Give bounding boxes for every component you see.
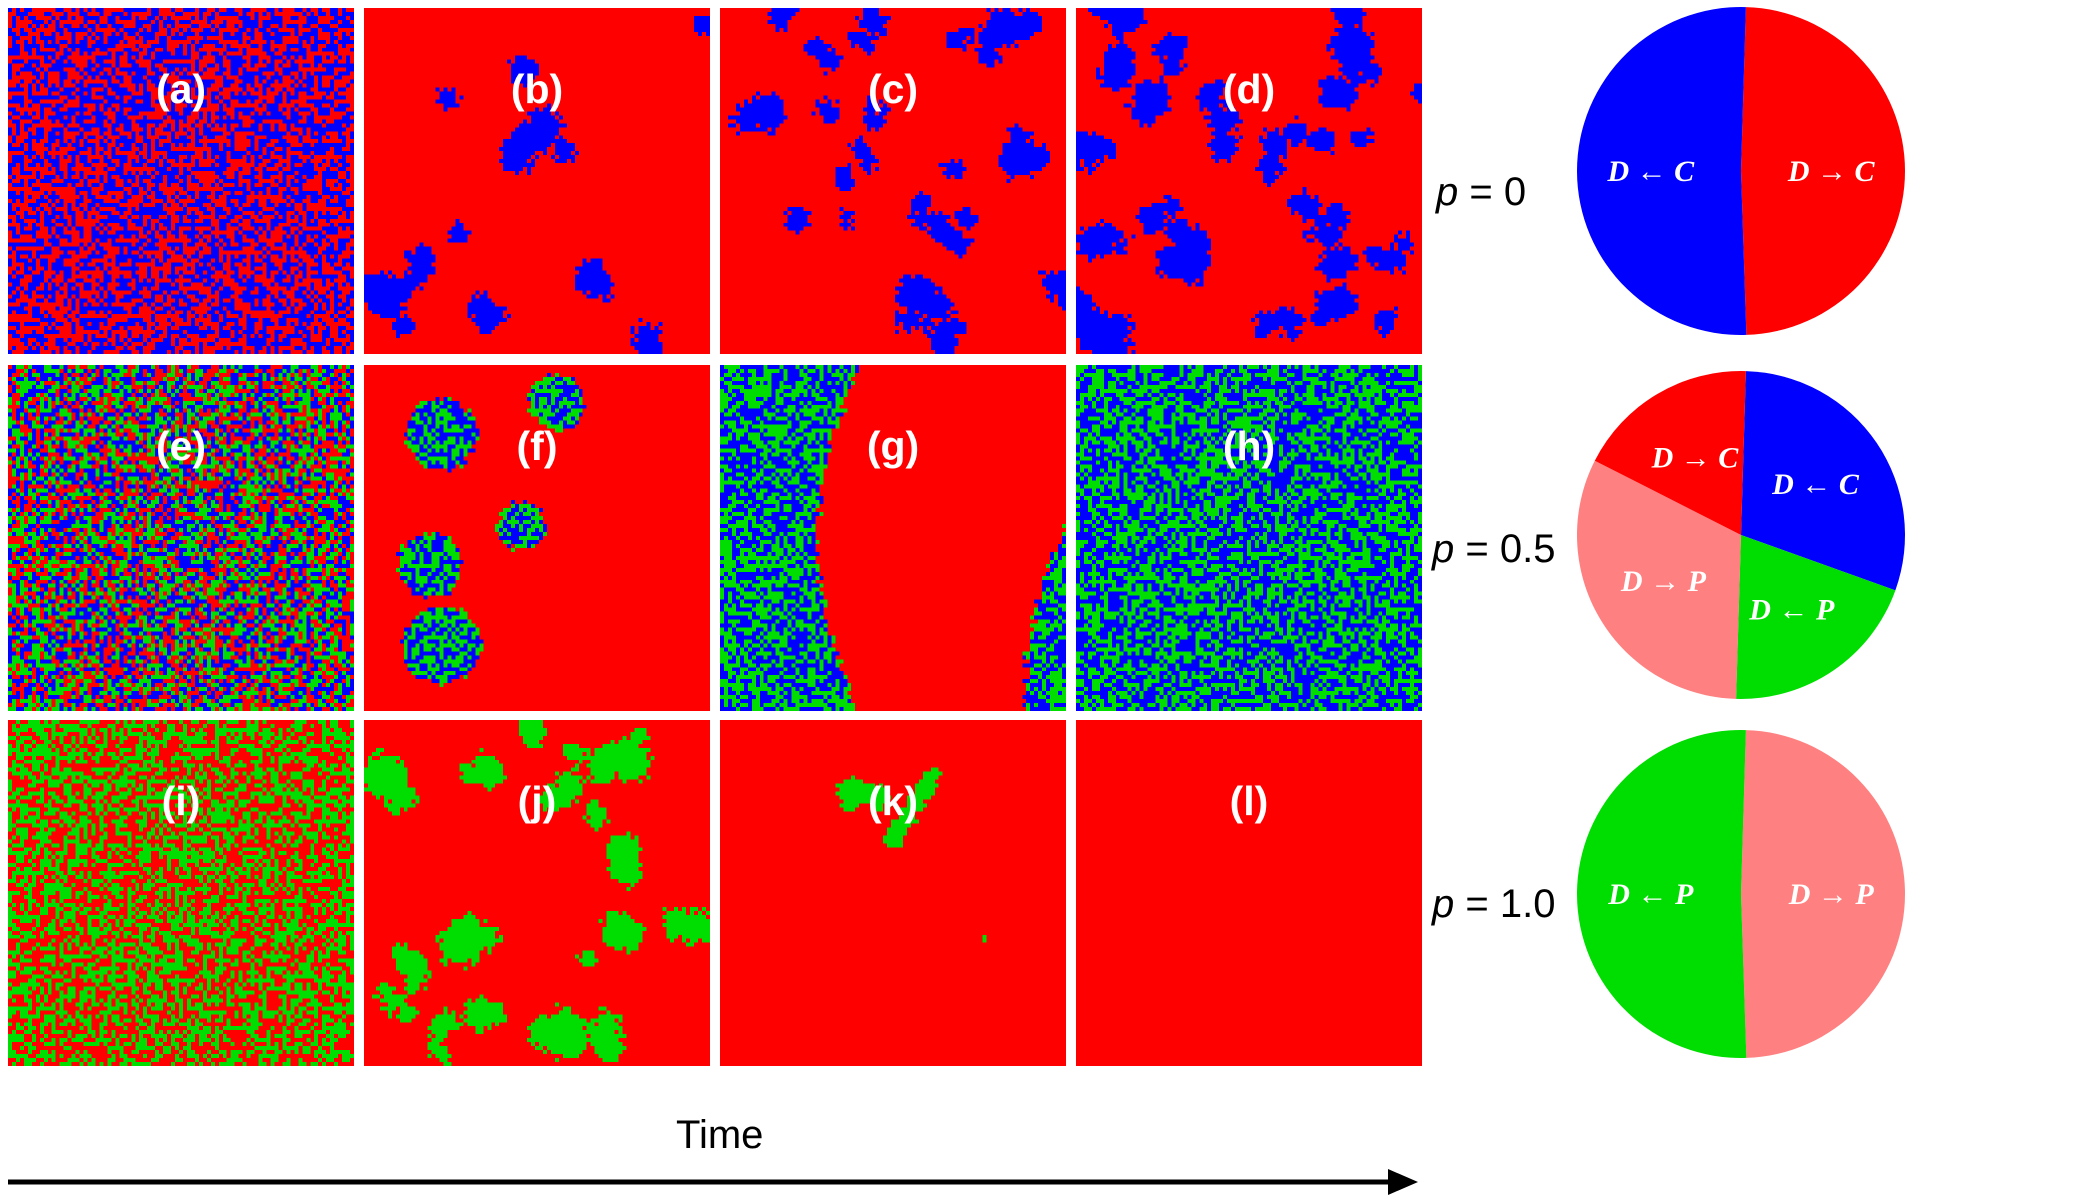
panel-e: (e) [8, 365, 354, 711]
panel-i: (i) [8, 720, 354, 1066]
panel-label-f: (f) [516, 423, 558, 469]
pie-slice-label: D → C [1651, 441, 1740, 474]
panel-label-g: (g) [866, 423, 920, 469]
panel-a: (a) [8, 8, 354, 354]
panel-g: (g) [720, 365, 1066, 711]
p-symbol: p [1432, 882, 1455, 926]
panel-label-c: (c) [867, 66, 919, 112]
pie-slice-label: D → P [1620, 565, 1707, 598]
panel-c: (c) [720, 8, 1066, 354]
panel-label-i: (i) [161, 778, 201, 824]
lattice-k [720, 720, 1066, 1066]
pie-slice [1736, 535, 1896, 699]
pie-p0: D → C D ← C [1577, 7, 1906, 336]
pie-slice-label: D ← P [1607, 878, 1694, 911]
pie-slice-label: D ← C [1771, 468, 1860, 501]
lattice-c [720, 8, 1066, 354]
lattice-a [8, 8, 354, 354]
time-arrow-head [1388, 1169, 1418, 1195]
pie-slice [1577, 730, 1747, 1058]
p-value: = 0 [1458, 170, 1527, 214]
panel-k: (k) [720, 720, 1066, 1066]
pie-slice-label: D ← C [1606, 155, 1695, 188]
pie-slice [1741, 7, 1906, 335]
panel-d: (d) [1076, 8, 1422, 354]
lattice-i [8, 720, 354, 1066]
panel-label-b: (b) [510, 66, 564, 112]
panel-label-h: (h) [1222, 423, 1276, 469]
p-value: = 1.0 [1454, 882, 1556, 926]
lattice-d [1076, 8, 1422, 354]
panel-label-d: (d) [1222, 66, 1276, 112]
p-symbol: p [1436, 170, 1459, 214]
pie-slice-label: D → C [1787, 155, 1876, 188]
pie-slice [1741, 371, 1905, 591]
pie-p1: D → P D ← P [1577, 730, 1905, 1058]
pie-p05: D ← C D ← P D → P D → C [1577, 370, 1905, 699]
row-label-p0: p = 0 [1436, 170, 1526, 215]
pie-slice [1741, 730, 1905, 1058]
time-label: Time [676, 1113, 764, 1157]
pie-slice [1577, 460, 1741, 699]
row-label-p05: p = 0.5 [1432, 527, 1555, 572]
lattice-j [364, 720, 710, 1066]
lattice-l [1076, 720, 1422, 1066]
panel-label-j: (j) [517, 778, 557, 824]
panel-label-l: (l) [1229, 778, 1269, 824]
row-label-p1: p = 1.0 [1432, 882, 1555, 927]
panel-label-e: (e) [155, 423, 207, 469]
lattice-b [364, 8, 710, 354]
panel-f: (f) [364, 365, 710, 711]
panel-l: (l) [1076, 720, 1422, 1066]
pie-slice [1577, 7, 1747, 336]
lattice-e [8, 365, 354, 711]
panel-label-a: (a) [155, 66, 207, 112]
p-value: = 0.5 [1454, 527, 1556, 571]
panel-b: (b) [364, 8, 710, 354]
panel-label-k: (k) [867, 778, 919, 824]
lattice-f [364, 365, 710, 711]
pie-slice-label: D → P [1788, 878, 1875, 911]
panel-j: (j) [364, 720, 710, 1066]
pie-slice-label: D ← P [1748, 594, 1835, 627]
p-symbol: p [1432, 527, 1455, 571]
pie-slice [1594, 370, 1746, 535]
lattice-g [720, 365, 1066, 711]
panel-h: (h) [1076, 365, 1422, 711]
lattice-h [1076, 365, 1422, 711]
